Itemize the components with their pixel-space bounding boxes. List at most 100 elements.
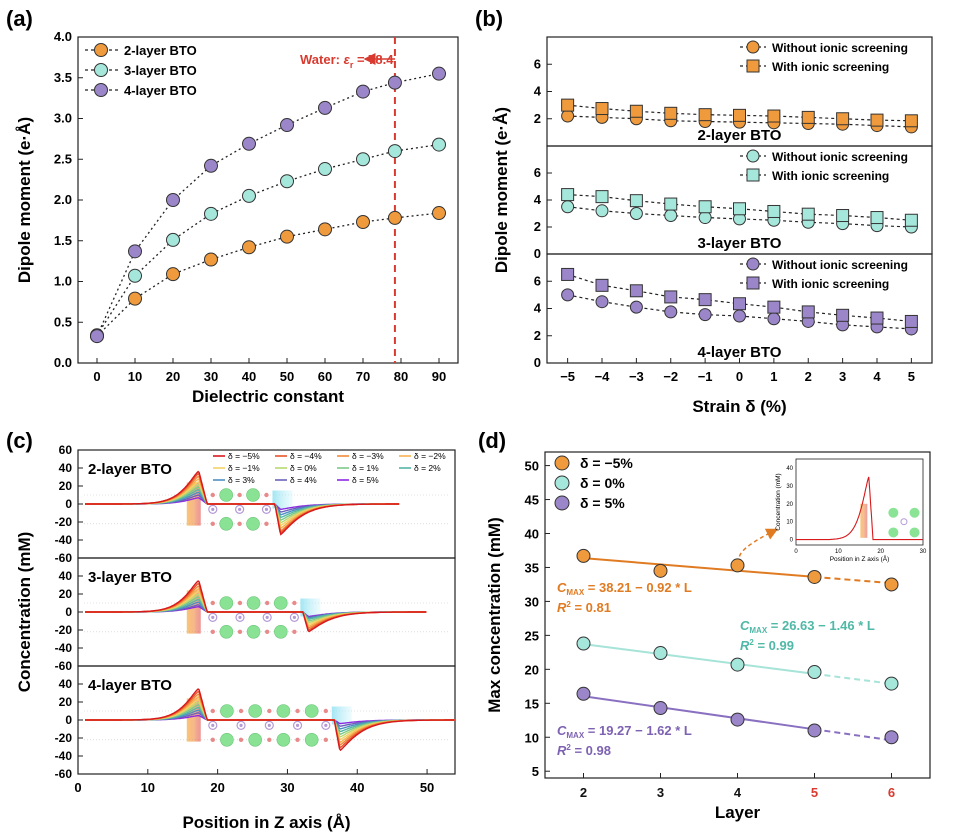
panel-label-a: (a) bbox=[6, 6, 33, 31]
atom-ti-core bbox=[295, 723, 300, 728]
x-tick-label: 6 bbox=[888, 785, 895, 800]
data-point bbox=[629, 104, 643, 118]
legend-label: 2-layer BTO bbox=[124, 43, 197, 58]
panel-a-chart: 0.0 0.5 1.0 1.5 2.0 2.5 3.0 3.5 4.0 0 10 20 30 40 50 60… bbox=[15, 29, 459, 406]
legend-label: δ = −5% bbox=[228, 451, 260, 461]
data-point bbox=[870, 113, 884, 127]
atom-ti bbox=[235, 504, 245, 514]
data-point bbox=[432, 66, 446, 81]
legend-label: 4-layer BTO bbox=[124, 83, 197, 98]
data-point bbox=[595, 295, 609, 309]
atom-ba bbox=[246, 596, 261, 610]
inset-pointer-arrow bbox=[738, 528, 779, 557]
data-point bbox=[629, 284, 643, 298]
eq-symbol: C bbox=[740, 618, 750, 633]
data-point bbox=[807, 569, 822, 584]
r2-symbol: R bbox=[557, 743, 567, 758]
data-point bbox=[280, 118, 294, 133]
x-tick-label: 40 bbox=[242, 369, 256, 384]
data-point bbox=[653, 563, 668, 578]
data-point bbox=[387, 75, 402, 90]
panel-label-b: (b) bbox=[475, 6, 503, 31]
eq-sub: MAX bbox=[749, 626, 767, 635]
data-point bbox=[318, 100, 332, 115]
data-point bbox=[664, 197, 678, 211]
x-tick-label: 5 bbox=[908, 369, 915, 384]
atom-ba bbox=[219, 516, 234, 531]
y-tick-label: -60 bbox=[55, 767, 73, 781]
data-point bbox=[280, 174, 294, 189]
atom-o bbox=[210, 708, 215, 714]
legend-label: δ = −4% bbox=[290, 451, 322, 461]
x-axis-label: Position in Z axis (Å) bbox=[182, 813, 350, 832]
data-point bbox=[653, 646, 668, 661]
data-point bbox=[561, 267, 575, 281]
atom-ti bbox=[208, 612, 218, 623]
concentration-curve bbox=[85, 580, 427, 633]
legend-marker bbox=[746, 257, 760, 271]
y-axis-label: Dipole moment (e·Å) bbox=[15, 117, 34, 283]
data-point bbox=[698, 211, 712, 225]
atom-ti-core bbox=[292, 615, 296, 620]
atom-ba bbox=[276, 704, 291, 718]
data-point bbox=[801, 305, 815, 319]
atom-ba bbox=[220, 704, 234, 718]
legend-label: δ = 5% bbox=[352, 475, 379, 485]
atom-ti bbox=[235, 612, 245, 623]
atom-ti bbox=[289, 612, 299, 623]
r2-rest: = 0.81 bbox=[571, 600, 611, 615]
atom-ba bbox=[273, 624, 288, 639]
slab-gradient-right bbox=[300, 598, 321, 617]
y-tick-label: 45 bbox=[525, 493, 539, 508]
atom-ti bbox=[292, 720, 303, 731]
data-point bbox=[576, 686, 591, 701]
slab-gradient-right bbox=[272, 490, 293, 509]
y-tick-label: 60 bbox=[59, 443, 73, 457]
y-tick-label: 25 bbox=[525, 628, 539, 643]
x-tick-label: 10 bbox=[128, 369, 142, 384]
y-tick-label: 0.5 bbox=[54, 314, 72, 329]
y-tick-label: 20 bbox=[59, 695, 73, 709]
atom-ba bbox=[304, 732, 319, 747]
legend-label: Without ionic screening bbox=[772, 258, 908, 272]
data-point bbox=[698, 293, 712, 307]
inset-x-tick: 20 bbox=[877, 549, 884, 555]
y-tick-label: 0 bbox=[65, 605, 72, 619]
y-axis-label: Max concentration (mM) bbox=[485, 517, 504, 713]
r2-sup: 2 bbox=[566, 743, 571, 752]
y-tick-label: 6 bbox=[534, 165, 541, 180]
data-point bbox=[904, 314, 918, 328]
data-point bbox=[166, 193, 180, 207]
r-squared: R2 = 0.99 bbox=[740, 638, 794, 653]
eq-sub: MAX bbox=[566, 731, 584, 740]
y-tick-label: -40 bbox=[55, 749, 73, 763]
x-tick-label: −2 bbox=[663, 369, 678, 384]
r2-rest: = 0.98 bbox=[571, 743, 611, 758]
y-tick-label: 20 bbox=[59, 587, 73, 601]
inset-y-tick: 20 bbox=[786, 502, 793, 508]
atom-ti bbox=[321, 720, 331, 731]
data-point bbox=[166, 232, 180, 247]
data-point bbox=[561, 98, 575, 112]
panel-label-c: (c) bbox=[6, 428, 33, 453]
legend-label: δ = 5% bbox=[580, 495, 625, 511]
atom-o bbox=[238, 737, 244, 742]
data-point bbox=[836, 308, 850, 322]
x-axis-label: Strain δ (%) bbox=[692, 397, 786, 416]
fit-line bbox=[583, 643, 815, 675]
y-tick-label: 30 bbox=[525, 594, 539, 609]
eq-rest: = 38.21 − 0.92 * L bbox=[584, 580, 692, 595]
atom-ti bbox=[208, 720, 218, 731]
data-point bbox=[767, 300, 781, 314]
y-tick-label: 40 bbox=[59, 569, 73, 583]
data-point bbox=[807, 723, 822, 738]
fit-equation: CMAX = 26.63 − 1.46 * L bbox=[740, 618, 875, 635]
atom-ti-core bbox=[267, 723, 271, 728]
data-point bbox=[698, 108, 712, 122]
legend-marker bbox=[554, 495, 570, 511]
atom-ti-core bbox=[211, 723, 215, 728]
x-tick-label: 70 bbox=[356, 369, 370, 384]
data-point bbox=[664, 305, 678, 319]
y-tick-label: 4.0 bbox=[54, 29, 72, 44]
x-tick-label: 30 bbox=[280, 780, 294, 795]
